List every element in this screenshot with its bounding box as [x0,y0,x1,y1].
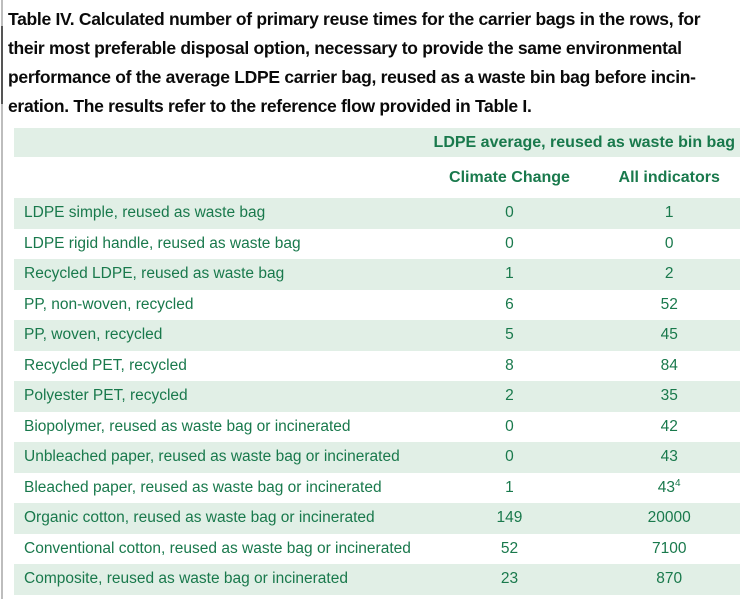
all-indicators-value: 20000 [647,509,691,527]
all-indicators-value: 45 [660,326,678,344]
table-row: Conventional cotton, reused as waste bag… [14,533,740,564]
table-caption: Table IV. Calculated number of primary r… [8,5,748,121]
row-label: Composite, reused as waste bag or incine… [24,570,348,588]
table-row: LDPE rigid handle, reused as waste bag 0… [14,228,740,259]
climate-change-value: 5 [505,326,514,344]
row-label: Biopolymer, reused as waste bag or incin… [24,417,351,435]
table-row: PP, non-woven, recycled 6 52 [14,289,740,320]
all-indicators-value: 2 [664,265,674,283]
row-label: Recycled LDPE, reused as waste bag [24,265,285,283]
row-label-header-spacer [14,157,421,198]
climate-change-value: 0 [505,204,514,222]
row-label: Organic cotton, reused as waste bag or i… [24,509,375,527]
table-row: Organic cotton, reused as waste bag or i… [14,503,740,534]
climate-change-value: 6 [505,295,514,313]
all-indicators-value: 7100 [651,539,687,557]
row-label: Unbleached paper, reused as waste bag or… [24,448,400,466]
column-header-climate-change: Climate Change [420,157,599,198]
climate-change-value: 1 [505,478,514,496]
climate-change-value: 0 [505,448,514,466]
table-row: Recycled PET, recycled 8 84 [14,350,740,381]
all-indicators-value: 35 [660,387,678,405]
table-row: PP, woven, recycled 5 45 [14,320,740,351]
table-group-header-row: LDPE average, reused as waste bin bag [14,128,740,157]
column-header-all-indicators: All indicators [598,157,740,198]
table-row: LDPE simple, reused as waste bag 0 1 [14,198,740,229]
climate-change-value: 52 [500,539,519,557]
climate-change-value: 149 [496,509,523,527]
footnote-marker: 4 [675,477,681,489]
table-column-header-row: Climate Change All indicators [14,157,740,198]
table-row: Recycled LDPE, reused as waste bag 1 2 [14,259,740,290]
reuse-times-table: LDPE average, reused as waste bin bag Cl… [14,128,740,595]
all-indicators-value: 52 [660,295,678,313]
row-label: LDPE rigid handle, reused as waste bag [24,234,301,252]
table-body: LDPE simple, reused as waste bag 0 1 LDP… [14,198,740,595]
table-row: Polyester PET, recycled 2 35 [14,381,740,412]
all-indicators-value: 42 [660,417,678,435]
page-edge-line [1,0,3,599]
all-indicators-value: 43 [660,448,678,466]
climate-change-value: 23 [500,570,519,588]
climate-change-value: 0 [505,234,514,252]
climate-change-value: 1 [505,265,514,283]
table-row: Bleached paper, reused as waste bag or i… [14,472,740,503]
row-label: Bleached paper, reused as waste bag or i… [24,478,382,496]
all-indicators-value: 434 [657,477,681,496]
climate-change-value: 2 [505,387,514,405]
row-label: PP, woven, recycled [24,326,163,344]
climate-change-value: 8 [505,356,514,374]
all-indicators-value: 1 [664,204,674,222]
caption-line-2: their most preferable disposal option, n… [8,38,682,58]
group-header-ldpe-average: LDPE average, reused as waste bin bag [14,128,740,157]
all-indicators-value: 870 [656,570,683,588]
caption-line-4: eration. The results refer to the refere… [8,96,532,116]
caption-line-1: Table IV. Calculated number of primary r… [8,9,701,29]
row-label: Polyester PET, recycled [24,387,188,405]
all-indicators-value: 0 [664,234,674,252]
row-label: Conventional cotton, reused as waste bag… [24,539,411,557]
table-row: Unbleached paper, reused as waste bag or… [14,442,740,473]
caption-line-3: performance of the average LDPE carrier … [8,67,696,87]
row-label: Recycled PET, recycled [24,356,187,374]
row-label: PP, non-woven, recycled [24,295,194,313]
all-indicators-value: 84 [660,356,678,374]
table-row: Composite, reused as waste bag or incine… [14,564,740,595]
table-row: Biopolymer, reused as waste bag or incin… [14,411,740,442]
climate-change-value: 0 [505,417,514,435]
page-edge-line-dark-segment [1,26,3,104]
row-label: LDPE simple, reused as waste bag [24,204,266,222]
